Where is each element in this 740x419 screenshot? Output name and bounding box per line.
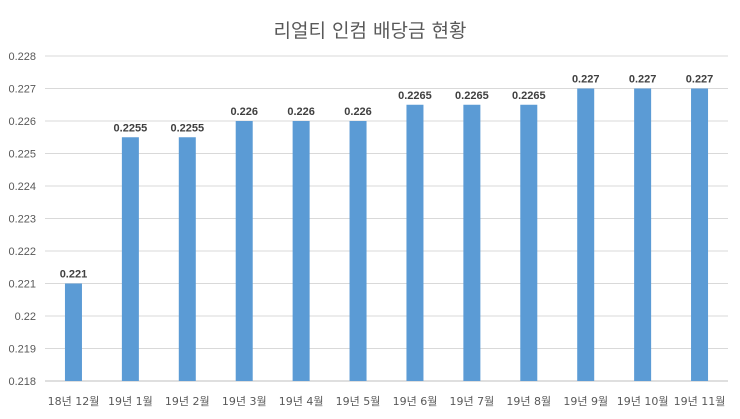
x-tick-label: 19년 3월 [222, 395, 267, 408]
y-tick-label: 0.218 [8, 376, 36, 388]
x-tick-label: 19년 4월 [279, 395, 324, 408]
y-tick-label: 0.22 [15, 311, 36, 323]
y-tick-label: 0.227 [8, 84, 36, 96]
bar [349, 121, 367, 381]
bar [520, 104, 538, 381]
bar [577, 88, 595, 381]
x-tick-label: 18년 12월 [48, 395, 100, 408]
y-tick-label: 0.224 [8, 181, 36, 193]
x-tick-label: 19년 5월 [336, 395, 381, 408]
data-label: 0.2255 [114, 122, 148, 134]
y-tick-label: 0.223 [8, 214, 36, 226]
data-label: 0.227 [572, 74, 600, 86]
data-label: 0.2265 [455, 90, 489, 102]
data-label: 0.226 [287, 106, 315, 118]
bar [64, 283, 82, 381]
bar [178, 137, 196, 381]
bar [691, 88, 709, 381]
x-tick-label: 19년 11월 [674, 395, 726, 408]
x-tick-label: 19년 2월 [165, 395, 210, 408]
y-tick-label: 0.226 [8, 116, 36, 128]
data-label: 0.221 [60, 269, 88, 281]
chart-title: 리얼티 인컴 배당금 현황 [273, 20, 467, 42]
data-label: 0.226 [230, 106, 258, 118]
y-tick-label: 0.222 [8, 246, 36, 258]
y-tick-label: 0.221 [8, 279, 36, 291]
x-tick-label: 19년 1월 [108, 395, 153, 408]
x-tick-label: 19년 9월 [563, 395, 608, 408]
data-label: 0.2255 [170, 122, 204, 134]
bar [292, 121, 310, 381]
bar [235, 121, 253, 381]
x-tick-label: 19년 10월 [617, 395, 669, 408]
data-label: 0.2265 [398, 90, 432, 102]
data-label: 0.226 [344, 106, 372, 118]
data-label: 0.227 [686, 74, 714, 86]
bar [406, 104, 424, 381]
y-tick-label: 0.225 [8, 149, 36, 161]
y-tick-label: 0.228 [8, 51, 36, 63]
data-label: 0.2265 [512, 90, 546, 102]
data-label: 0.227 [629, 74, 657, 86]
bar [634, 88, 652, 381]
x-tick-label: 19년 8월 [506, 395, 551, 408]
bar [463, 104, 481, 381]
y-tick-label: 0.219 [8, 344, 36, 356]
bar [121, 137, 139, 381]
x-tick-label: 19년 6월 [393, 395, 438, 408]
x-tick-label: 19년 7월 [450, 395, 495, 408]
